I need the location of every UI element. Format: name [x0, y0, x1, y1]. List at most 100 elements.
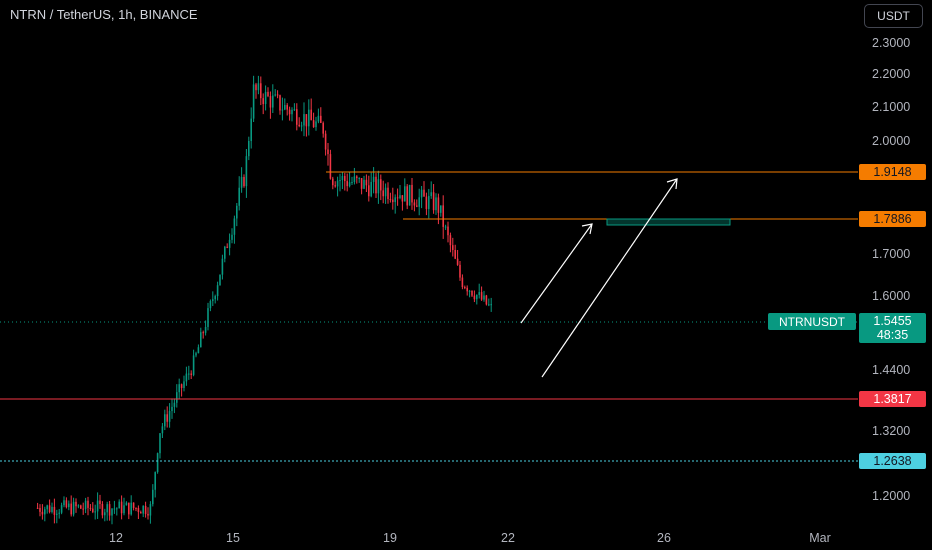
candle-body — [435, 197, 437, 211]
candle-body — [452, 245, 454, 250]
candle-body — [449, 235, 452, 246]
candle-body — [185, 373, 188, 382]
candle-body — [240, 176, 243, 188]
candle-body — [485, 295, 488, 305]
candle-body — [308, 109, 310, 127]
candle-body — [267, 91, 269, 97]
candle-body — [322, 122, 324, 134]
candle-body — [473, 295, 476, 300]
candle-body — [262, 98, 264, 105]
candle-body — [137, 508, 140, 513]
candle-body — [387, 187, 389, 200]
candle-body — [250, 118, 252, 141]
candle-body — [440, 205, 442, 213]
time-tick: 26 — [657, 531, 671, 545]
candle-body — [461, 277, 464, 288]
candle-body — [207, 308, 209, 327]
candle-body — [252, 84, 255, 119]
candle-body — [46, 505, 48, 510]
candle-body — [401, 195, 404, 202]
candle-body — [336, 180, 339, 187]
candle-body — [39, 507, 41, 512]
candle-body — [406, 186, 408, 206]
candle-body — [82, 508, 84, 510]
candle-body — [324, 133, 327, 150]
candle-body — [471, 290, 473, 296]
candle-body — [365, 179, 368, 186]
candle-body — [420, 189, 423, 198]
candle-body — [351, 181, 353, 183]
level-badge-mid[interactable]: 1.7886 — [859, 211, 926, 227]
candle-body — [58, 512, 60, 514]
candle-body — [327, 149, 329, 155]
target-zone[interactable] — [606, 218, 731, 226]
candle-body — [118, 501, 120, 509]
candle-body — [490, 304, 492, 306]
candle-body — [454, 249, 456, 259]
candle-body — [94, 511, 96, 513]
candle-body — [281, 109, 284, 111]
candle-body — [77, 505, 80, 507]
candle-body — [173, 402, 176, 407]
candle-body — [399, 195, 401, 199]
candle-body — [305, 114, 308, 127]
candle-body — [180, 384, 183, 388]
candle-body — [375, 176, 377, 194]
level-badge-red[interactable]: 1.3817 — [859, 391, 926, 407]
candle-body — [226, 246, 228, 248]
candle-body — [120, 501, 123, 514]
arrow-long[interactable] — [541, 178, 678, 378]
price-tick: 1.4400 — [872, 363, 911, 377]
level-badge-blue[interactable]: 1.2638 — [859, 453, 926, 469]
candle-body — [370, 181, 372, 197]
candle-body — [214, 296, 216, 300]
candle-body — [130, 502, 132, 515]
candle-body — [384, 187, 387, 197]
candle-body — [228, 239, 231, 248]
candle-body — [147, 513, 149, 516]
time-tick: Mar — [809, 531, 831, 545]
candle-body — [128, 502, 130, 515]
candle-body — [339, 180, 341, 182]
candle-body — [41, 511, 44, 515]
candle-body — [195, 353, 197, 356]
candle-body — [334, 185, 336, 187]
candle-body — [346, 181, 348, 187]
candle-body — [296, 109, 298, 125]
candle-body — [144, 505, 147, 514]
candle-body — [56, 513, 58, 515]
candle-body — [442, 205, 444, 227]
candle-body — [320, 115, 322, 123]
candle-body — [68, 503, 70, 508]
candle-body — [65, 500, 68, 508]
candle-body — [464, 287, 466, 289]
candle-body — [255, 84, 257, 91]
candle-body — [106, 504, 108, 513]
candle-body — [104, 512, 106, 516]
candle-body — [372, 176, 375, 182]
candle-body — [274, 94, 276, 96]
candle-body — [80, 505, 82, 509]
candle-body — [89, 507, 92, 509]
candle-body — [224, 246, 226, 259]
candle-body — [300, 125, 303, 127]
arrow-short[interactable] — [520, 223, 593, 324]
candle-body — [113, 508, 116, 510]
candle-body — [156, 453, 159, 473]
candle-body — [288, 109, 291, 115]
currency-button[interactable]: USDT — [864, 4, 923, 28]
price-tick: 1.7000 — [872, 247, 911, 261]
candle-body — [447, 226, 449, 236]
candle-body — [293, 109, 296, 111]
candle-body — [44, 509, 46, 515]
candle-body — [377, 179, 380, 194]
level-badge-high[interactable]: 1.9148 — [859, 164, 926, 180]
candle-body — [154, 472, 156, 490]
candle-body — [418, 197, 420, 207]
price-tick: 2.1000 — [872, 100, 911, 114]
symbol-title[interactable]: NTRN / TetherUS, 1h, BINANCE — [10, 7, 198, 22]
candle-body — [344, 175, 346, 182]
candle-body — [123, 505, 125, 514]
